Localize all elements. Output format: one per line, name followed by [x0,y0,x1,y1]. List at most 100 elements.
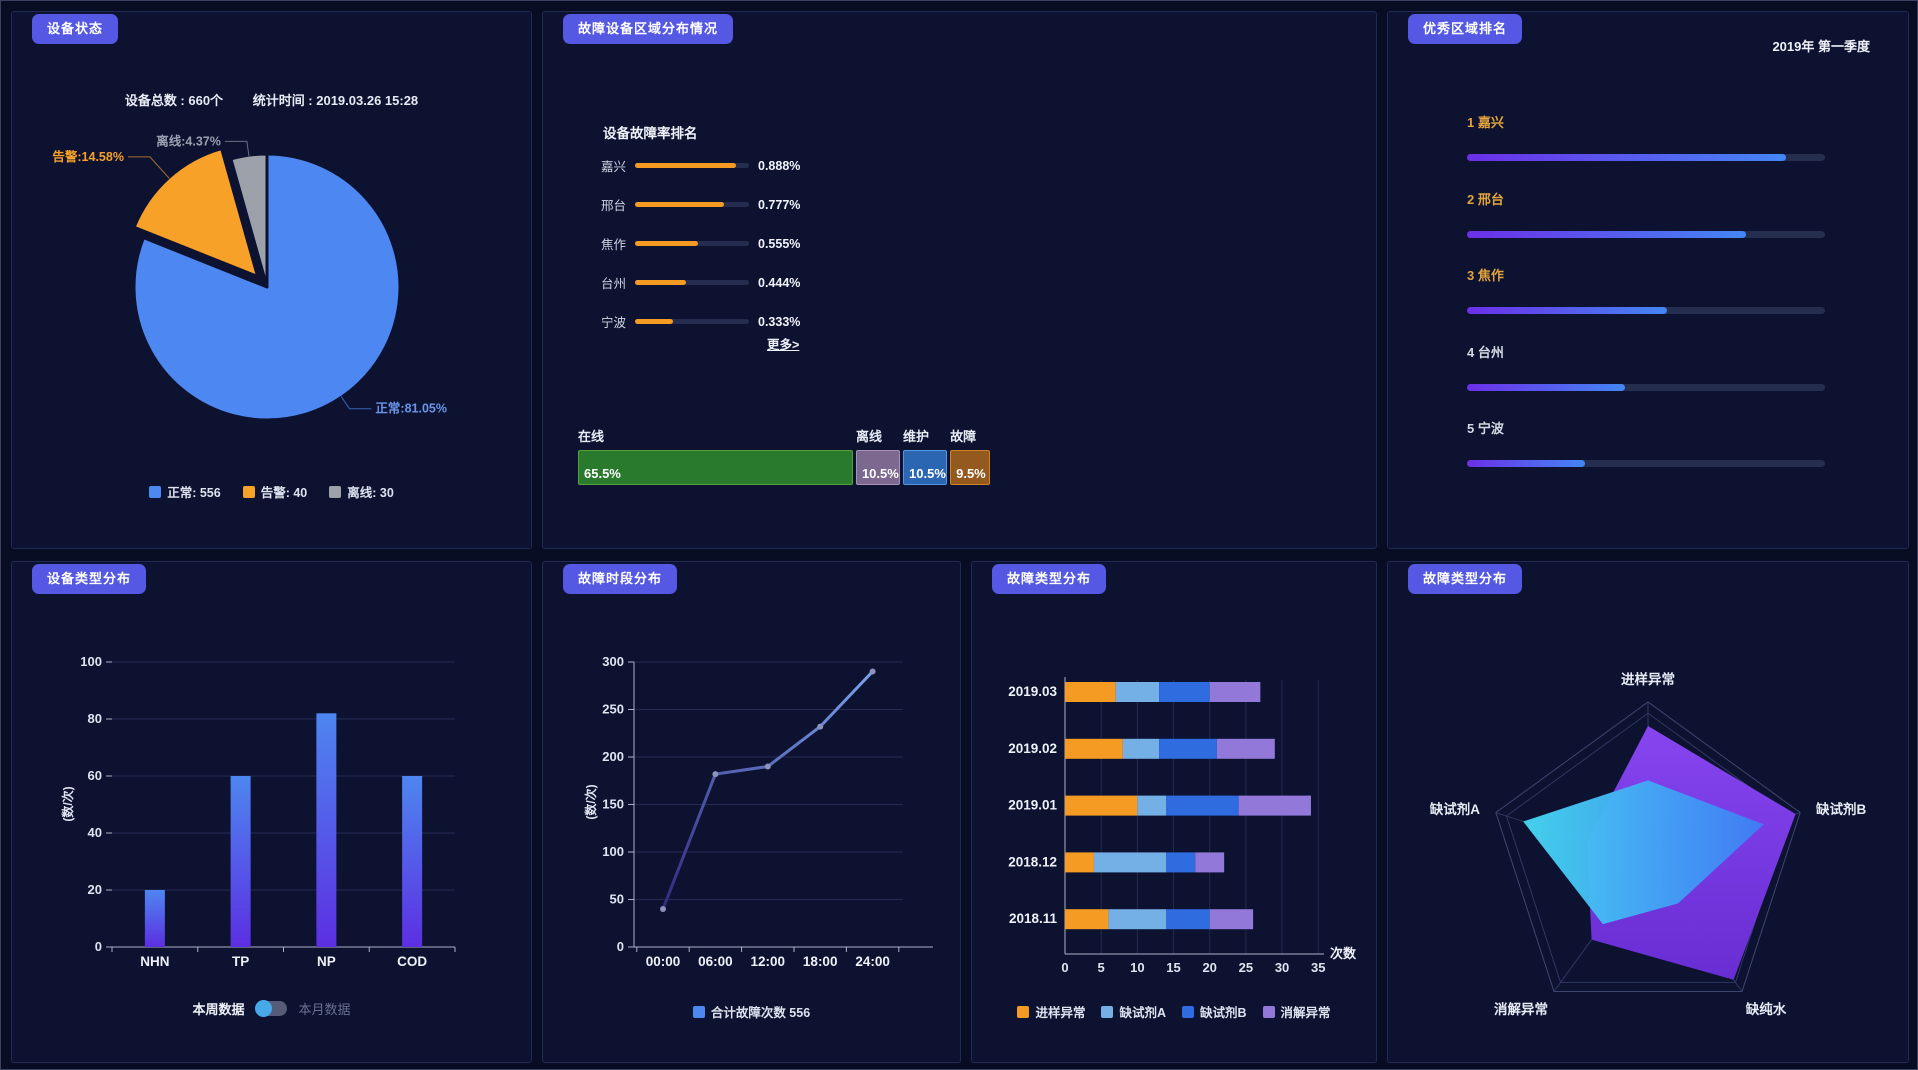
region-rank-bar [1467,383,1625,391]
x-tick-label: 12:00 [751,954,786,969]
line-point[interactable] [660,906,666,912]
status-segment-value: 10.5% [861,466,899,481]
stack-seg-缺试剂B[interactable] [1159,682,1210,702]
y-tick-label: 250 [602,702,624,717]
radar-axis-label: 缺纯水 [1746,1001,1787,1017]
stack-seg-进样异常[interactable] [1065,682,1116,702]
fault-rate-row: 宁波 0.333% [601,302,800,341]
radar-series-cyan[interactable] [1523,780,1764,925]
stack-seg-缺试剂A[interactable] [1108,909,1167,930]
stack-seg-消解异常[interactable] [1195,852,1225,873]
line-point[interactable] [764,763,771,770]
stack-seg-消解异常[interactable] [1209,909,1254,930]
region-rank-track [1467,383,1825,391]
toggle-label-week: 本周数据 [192,1002,245,1017]
legend-item[interactable]: 消解异常 [1262,1002,1331,1021]
stack-seg-消解异常[interactable] [1216,738,1275,759]
x-tick-label: 35 [1311,960,1325,975]
stack-seg-缺试剂B[interactable] [1166,909,1210,930]
y-tick-label: 300 [602,654,624,669]
fault-time-line[interactable] [661,670,875,911]
legend-swatch [242,485,255,498]
pie-annotation: 告警:14.58% [52,149,124,164]
category-label: 2019.03 [1008,684,1057,699]
week-month-toggle[interactable] [254,1000,287,1017]
device-status-pie-chart: 正常:81.05% 告警:14.58% 离线:4.37% [52,133,447,422]
y-tick-label: 20 [88,882,102,897]
status-segment-故障: 9.5% [950,450,990,485]
x-tick-label: 18:00 [803,954,838,969]
legend-item[interactable]: 进样异常 [1017,1002,1085,1021]
legend-item[interactable]: 合计故障次数 556 [692,1002,810,1021]
panel-region-rank: 优秀区域排名 2019年 第一季度 1 嘉兴 2 邢台 3 焦作 4 台州 5 宁波 [1387,11,1909,549]
legend-item[interactable]: 缺试剂A [1101,1002,1166,1021]
stack-seg-进样异常[interactable] [1065,909,1109,930]
fault-rate-track [635,202,749,207]
x-tick-label: NHN [140,954,169,969]
fault-rate-city: 台州 [601,277,627,291]
region-rank-bar [1467,230,1747,238]
status-distribution-bar: 在线 离线 维护 故障 65.5% 10.5% 10.5% 9.5% [578,426,990,496]
pie-leader-line [340,396,372,410]
bar-NP[interactable] [316,713,337,947]
line-point[interactable] [817,723,824,730]
status-segment-value: 9.5% [956,466,986,481]
fault-rate-rank-title: 设备故障率排名 [603,126,698,141]
stat-time-text: 统计时间 : 2019.03.26 15:28 [252,93,419,108]
x-tick-label: 00:00 [646,954,681,969]
stack-seg-进样异常[interactable] [1065,852,1094,873]
stack-seg-缺试剂A[interactable] [1093,852,1167,873]
panel-badge-fault-region: 故障设备区域分布情况 [563,14,734,44]
x-tick-label: 20 [1202,960,1216,975]
status-segment-维护: 10.5% [903,450,948,485]
radar-axis-label: 进样异常 [1621,671,1675,687]
fault-rate-bar [635,202,724,207]
fault-type-stacked-chart: 2019.03 2019.02 2019.01 2018.12 2018.11 0 5 10 1… [1008,677,1357,975]
line-point[interactable] [712,771,719,778]
legend-item[interactable]: 离线: 30 [329,482,394,501]
pie-leader-line [127,156,170,179]
data-period-toggle-row: 本周数据 本月数据 [12,999,531,1018]
stack-seg-进样异常[interactable] [1065,795,1138,816]
x-axis-title: 次数 [1330,946,1357,961]
legend-item[interactable]: 告警: 40 [242,482,307,501]
bar-TP[interactable] [230,776,251,947]
stack-seg-缺试剂A[interactable] [1115,682,1160,702]
x-tick-label: TP [232,954,249,969]
device-summary: 设备总数 : 660个 统计时间 : 2019.03.26 15:28 [12,90,531,109]
radar-ring-outer [1495,701,1801,992]
y-tick-label: 100 [80,654,102,669]
category-label: 2018.11 [1009,911,1058,926]
legend-label: 进样异常 [1035,1006,1086,1020]
line-point[interactable] [869,668,876,675]
x-tick-label: 0 [1061,960,1068,975]
y-tick-label: 60 [88,768,102,783]
panel-badge-device-status: 设备状态 [32,14,119,44]
legend-swatch [1182,1005,1194,1018]
y-tick-label: 0 [95,939,102,954]
legend-item[interactable]: 正常: 556 [149,482,221,501]
fault-rate-bar [635,241,699,246]
stack-seg-消解异常[interactable] [1209,682,1261,702]
radar-axis-label: 缺试剂B [1816,801,1866,817]
radar-axis-label: 缺试剂A [1430,801,1480,817]
bar-COD[interactable] [402,776,423,947]
stack-seg-缺试剂A[interactable] [1122,738,1160,759]
stack-seg-缺试剂B[interactable] [1159,738,1217,759]
stack-seg-缺试剂A[interactable] [1137,795,1167,816]
region-rank-bar [1467,460,1586,468]
bar-NHN[interactable] [144,890,165,947]
legend-item[interactable]: 缺试剂B [1182,1002,1247,1021]
pie-legend: 正常: 556 告警: 40 离线: 30 [12,482,531,501]
stack-seg-进样异常[interactable] [1065,738,1123,759]
stack-seg-缺试剂B[interactable] [1166,795,1239,816]
more-link[interactable]: 更多> [767,338,800,352]
fault-rate-row: 嘉兴 0.888% [601,146,800,185]
fault-time-line-chart: 0 50 100 150 200 250 300 00:00 06:00 12:00 18:00 24… [583,654,933,969]
toggle-label-month: 本月数据 [298,1002,351,1017]
x-tick-label: 15 [1166,960,1180,975]
stack-seg-缺试剂B[interactable] [1166,852,1196,873]
fault-rate-value: 0.555% [758,236,801,251]
region-rank-track [1467,307,1825,315]
stack-seg-消解异常[interactable] [1238,795,1311,816]
